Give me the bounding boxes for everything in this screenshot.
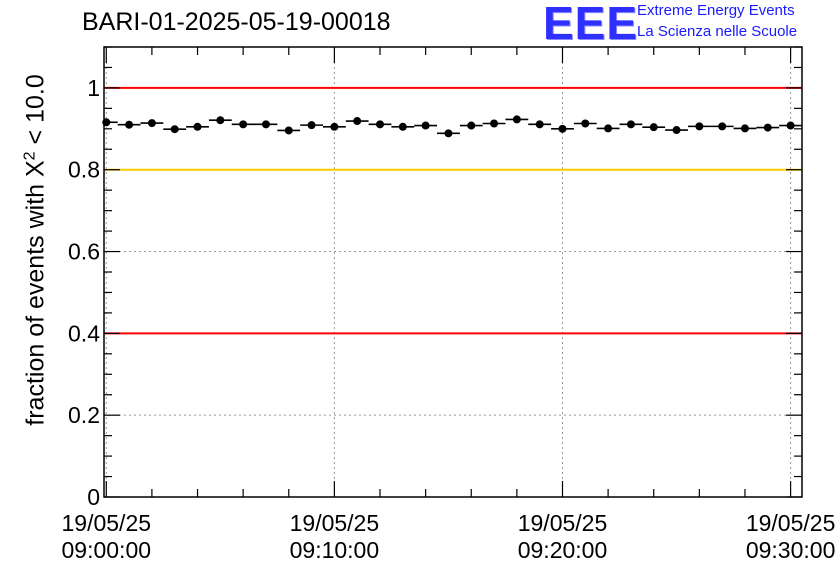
data-point	[147, 119, 156, 128]
eee-logo: EEE Extreme Energy Events La Scienza nel…	[543, 0, 836, 46]
x-tick-label-time: 09:20:00	[518, 537, 608, 563]
y-axis-label-superscript: 2	[21, 151, 39, 161]
data-point	[649, 123, 658, 132]
y-tick-label: 0.2	[68, 402, 100, 428]
data-point	[239, 120, 248, 129]
y-axis-label-prefix: fraction of events with X	[21, 160, 50, 426]
grid-lines	[104, 47, 802, 497]
logo-tagline-2: La Scienza nelle Scuole	[637, 23, 798, 40]
y-tick-label: 0.8	[68, 157, 100, 183]
data-point	[216, 116, 225, 125]
data-point	[512, 115, 521, 124]
axis-ticks	[104, 46, 802, 498]
x-tick-label-date: 19/05/25	[518, 510, 608, 536]
x-tick-label-time: 09:10:00	[290, 537, 380, 563]
data-point	[261, 120, 270, 129]
data-point	[193, 122, 202, 131]
data-point	[490, 119, 499, 128]
data-point	[398, 122, 407, 131]
data-point	[535, 120, 544, 129]
data-point	[695, 122, 704, 131]
data-point	[581, 119, 590, 128]
data-point	[763, 123, 772, 132]
data-point	[125, 120, 134, 129]
reference-lines	[104, 86, 802, 335]
tick-labels: 00.20.40.60.8119/05/2509:00:0019/05/2509…	[62, 75, 836, 563]
data-point	[604, 124, 613, 133]
chart-title: BARI-01-2025-05-19-00018	[82, 8, 391, 36]
y-tick-label: 0.4	[68, 320, 100, 346]
y-tick-label: 1	[87, 75, 100, 101]
plot-border	[103, 46, 803, 498]
y-tick-label: 0	[87, 484, 100, 510]
data-point	[626, 120, 635, 129]
x-tick-label-date: 19/05/25	[746, 510, 836, 536]
data-point	[353, 117, 362, 126]
plot-frame	[103, 46, 803, 498]
x-tick-label-time: 09:00:00	[62, 537, 152, 563]
data-point	[284, 126, 293, 135]
y-axis-label-suffix: < 10.0	[21, 74, 50, 152]
y-tick-label: 0.6	[68, 239, 100, 265]
x-tick-label-time: 09:30:00	[746, 537, 836, 563]
x-tick-label-date: 19/05/25	[62, 510, 152, 536]
data-point	[421, 121, 430, 130]
data-point	[307, 121, 316, 130]
data-point	[467, 121, 476, 130]
data-point	[558, 124, 567, 133]
data-point	[740, 124, 749, 133]
logo-tagline-1: Extreme Energy Events	[637, 2, 795, 19]
data-point	[330, 122, 339, 131]
data-point	[672, 126, 681, 135]
data-point	[170, 125, 179, 134]
data-point	[718, 122, 727, 131]
data-point	[786, 121, 795, 130]
data-point	[376, 120, 385, 129]
x-tick-label-date: 19/05/25	[290, 510, 380, 536]
data-point	[444, 129, 453, 138]
data-points	[102, 115, 802, 138]
eee-logo-mark: EEE	[543, 0, 639, 49]
